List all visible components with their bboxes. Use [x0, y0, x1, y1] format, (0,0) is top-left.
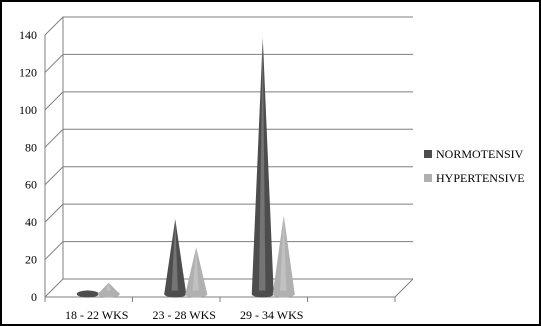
y-tick-label: 20 — [25, 253, 37, 267]
legend-label: NORMOTENSIV — [436, 147, 524, 161]
y-tick-label: 100 — [19, 103, 37, 117]
cone-highlight — [192, 247, 199, 294]
legend: NORMOTENSIV HYPERTENSIVE — [424, 147, 525, 185]
cone-hypertensive-1 — [185, 247, 208, 298]
cone-highlight — [279, 215, 287, 294]
cone-base — [97, 290, 120, 298]
cone-base — [76, 290, 99, 298]
cone-base — [185, 290, 208, 298]
legend-label: HYPERTENSIVE — [436, 171, 525, 185]
y-tick-label: 0 — [31, 290, 37, 304]
x-tick-label: 29 - 34 WKS — [240, 308, 303, 322]
x-tick-label: 18 - 22 WKS — [65, 308, 128, 322]
floor-side-edge — [394, 278, 414, 298]
y-tick-label: 140 — [19, 28, 37, 42]
legend-swatch — [424, 174, 432, 182]
cone-body — [272, 215, 295, 294]
cone-base — [251, 290, 274, 298]
cone-highlight — [171, 219, 178, 294]
cone-normotensiv-2 — [251, 37, 274, 298]
y-tick-label: 40 — [25, 215, 37, 229]
label-layer: 0 20 40 60 80 100 120 140 18 - 22 WKS 23 - 28 WKS… — [19, 28, 303, 322]
y-tick-label: 60 — [25, 178, 37, 192]
cone-body — [164, 219, 187, 294]
cone-normotensiv-1 — [164, 219, 187, 298]
legend-swatch — [424, 150, 432, 158]
cone-highlight — [258, 37, 266, 294]
cone-hypertensive-2 — [272, 215, 295, 298]
y-tick-label: 80 — [25, 140, 37, 154]
cone-body — [185, 247, 208, 294]
cone-base — [272, 290, 295, 298]
cone-hypertensive-0 — [97, 282, 120, 298]
mark-layer — [76, 37, 295, 298]
y-tick-label: 120 — [19, 65, 37, 79]
cone-normotensiv-0 — [76, 290, 99, 298]
x-tick-label: 23 - 28 WKS — [153, 308, 216, 322]
cone-body — [251, 37, 274, 294]
cone-base — [164, 290, 187, 298]
